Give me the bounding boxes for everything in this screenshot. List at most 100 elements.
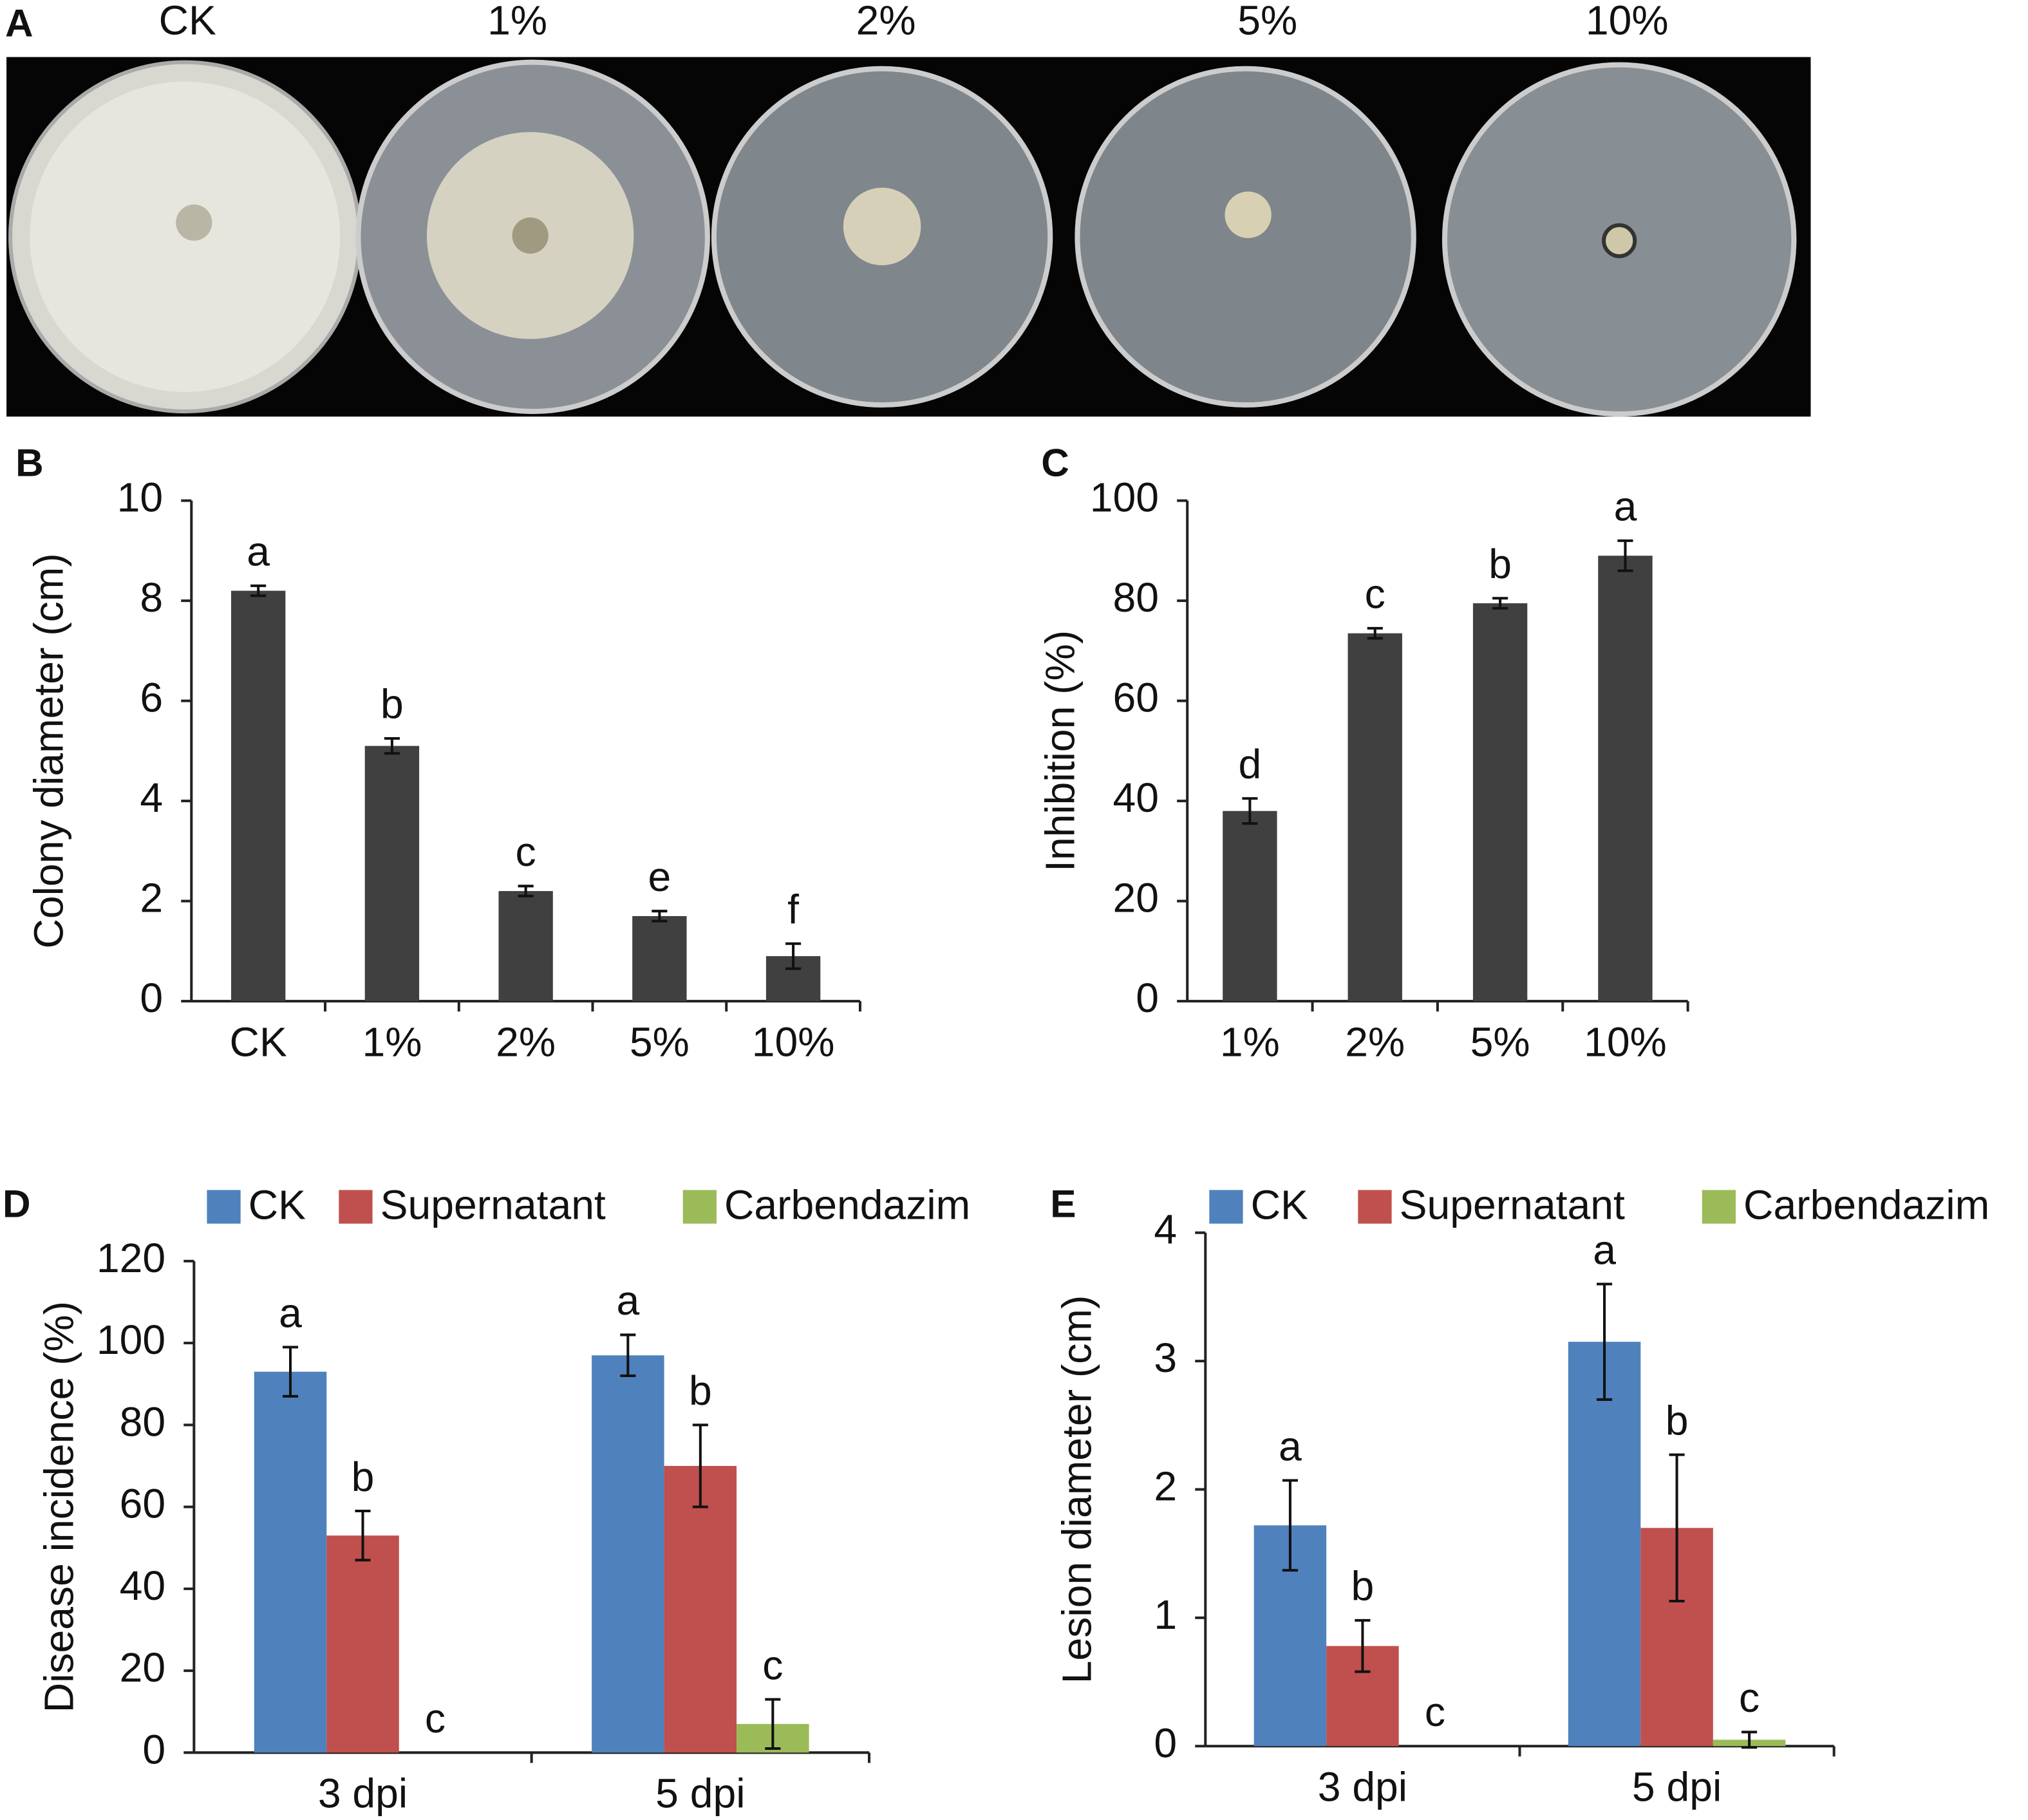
y-tick-label: 60 [120,1481,165,1527]
error-bar [652,910,668,923]
error-bar [384,736,400,755]
error-bar [1597,1282,1613,1401]
x-tick-label: 1% [1220,1018,1280,1065]
error-bar [1367,626,1383,640]
y-axis-label: Inhibition (%) [1037,630,1083,872]
y-tick-label: 80 [120,1398,165,1445]
significance-letter: b [689,1367,712,1414]
error-bar [785,942,802,970]
y-tick-label: 20 [1113,875,1159,921]
legend-label: Carbendazim [1743,1182,1989,1228]
photo-label: 5% [1237,0,1297,43]
y-tick-label: 100 [1090,474,1159,521]
legend-swatch [339,1190,373,1224]
bar [632,915,687,1002]
y-tick-label: 2 [1154,1463,1177,1509]
y-tick-label: 120 [97,1235,165,1281]
bar [592,1355,664,1753]
y-axis-label: Colony diameter (cm) [25,553,71,948]
y-tick-label: 0 [140,975,163,1021]
x-tick-label: CK [230,1018,287,1065]
legend-swatch [1702,1190,1736,1224]
significance-letter: c [1739,1675,1760,1721]
error-bar [355,1509,371,1562]
error-bar [1282,1479,1298,1572]
significance-letter: d [1239,741,1262,787]
bar [1568,1342,1641,1747]
bar [1347,633,1402,1002]
legend-swatch [207,1190,241,1224]
photo-label: 10% [1586,0,1669,43]
x-tick-label: 2% [1345,1018,1405,1065]
y-axis-label: Lesion diameter (cm) [1053,1295,1100,1684]
error-bar [1742,1731,1758,1749]
y-tick-label: 0 [1154,1720,1177,1766]
significance-letter: b [352,1454,375,1500]
bar [498,891,553,1002]
y-tick-label: 10 [117,474,163,521]
significance-letter: b [1666,1397,1689,1443]
legend-label: Supernatant [1400,1182,1625,1228]
x-tick-label: 5 dpi [655,1770,745,1817]
y-tick-label: 2 [140,875,163,921]
significance-letter: c [425,1695,446,1741]
bar [230,590,286,1002]
y-tick-label: 40 [120,1562,165,1609]
y-tick-label: 100 [97,1317,165,1363]
legend-label: Carbendazim [724,1182,970,1228]
significance-letter: a [1593,1226,1616,1273]
y-tick-label: 0 [1136,975,1159,1021]
significance-letter: b [1351,1563,1375,1609]
bar [664,1466,737,1753]
y-tick-label: 80 [1113,574,1159,621]
error-bar [765,1698,781,1750]
x-tick-label: 10% [1584,1018,1667,1065]
y-tick-label: 4 [140,774,163,821]
y-tick-label: 6 [140,675,163,721]
x-tick-label: 3 dpi [1318,1764,1407,1810]
panel-letter: B [15,440,44,484]
significance-letter: b [1488,541,1512,587]
legend-label: CK [1251,1182,1308,1228]
panel-letter: A [5,1,33,44]
x-tick-label: 2% [496,1018,556,1065]
legend-swatch [1209,1190,1243,1224]
error-bar [1242,797,1258,825]
x-tick-label: 5% [630,1018,690,1065]
legend-swatch [682,1190,717,1224]
error-bar [1617,539,1633,572]
error-bar [282,1346,299,1398]
significance-letter: c [1425,1689,1445,1735]
panel-letter: E [1050,1181,1076,1225]
plates [8,59,1797,417]
x-tick-label: 3 dpi [318,1770,408,1817]
y-tick-label: 1 [1154,1591,1177,1638]
bar [326,1535,399,1753]
error-bar [692,1423,708,1508]
error-bar [1355,1618,1371,1673]
photo-label: 1% [487,0,547,43]
photo-label: 2% [856,0,916,43]
significance-letter: a [247,529,270,575]
y-tick-label: 4 [1154,1206,1177,1253]
x-tick-label: 10% [752,1018,835,1065]
x-tick-label: 5 dpi [1632,1764,1722,1810]
bar [1472,603,1528,1002]
significance-letter: a [279,1290,302,1336]
significance-letter: c [762,1642,783,1688]
x-tick-label: 5% [1470,1018,1530,1065]
x-tick-label: 1% [362,1018,422,1065]
y-tick-label: 40 [1113,774,1159,821]
error-bar [1492,597,1508,610]
panel-letter: C [1041,440,1069,484]
bar [1223,811,1277,1002]
bar [254,1371,327,1753]
significance-letter: a [1279,1423,1302,1469]
error-bar [250,584,267,597]
panel-letter: D [3,1181,31,1225]
significance-letter: c [1365,571,1385,617]
significance-letter: a [1614,483,1637,530]
significance-letter: b [380,681,404,727]
